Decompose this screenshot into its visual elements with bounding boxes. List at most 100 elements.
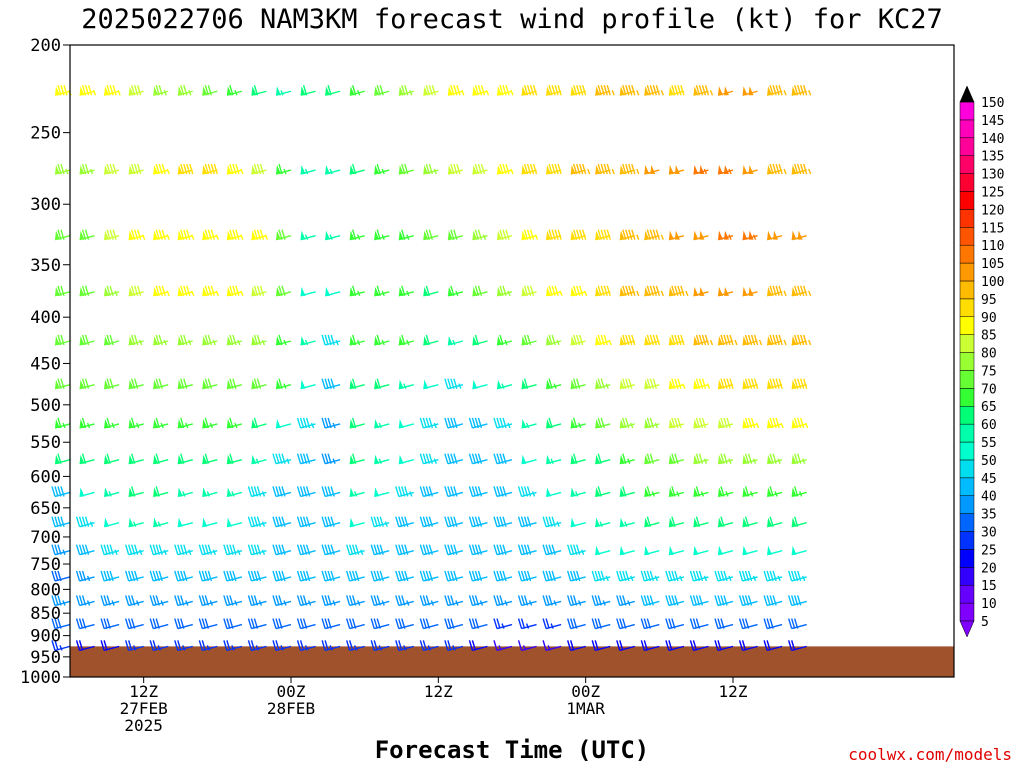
- wind-barb-flag: [75, 516, 81, 527]
- wind-barb-pennant: [349, 165, 355, 175]
- wind-barb-pennant: [619, 335, 625, 345]
- wind-barb-flag: [493, 417, 498, 429]
- wind-barb-flag: [155, 334, 160, 346]
- wind-barb-flag: [149, 618, 154, 629]
- wind-barb-half-flag: [510, 168, 514, 175]
- wind-barb-pennant: [472, 335, 478, 345]
- wind-barb-flag: [345, 595, 351, 606]
- wind-barb-half-flag: [283, 383, 287, 389]
- wind-barb-flag: [422, 486, 428, 497]
- wind-barb-pennant: [791, 335, 797, 345]
- wind-barb-flag: [720, 516, 725, 527]
- wind-barb-flag: [453, 378, 458, 389]
- wind-barb-half-flag: [111, 600, 115, 606]
- wind-barb-flag: [425, 544, 431, 555]
- wind-barb-half-flag: [354, 645, 358, 651]
- wind-barb: [468, 486, 488, 498]
- wind-barb-flag: [450, 570, 455, 582]
- wind-barb-half-flag: [92, 89, 97, 96]
- wind-barb-flag: [373, 544, 378, 555]
- wind-barb-pennant: [300, 86, 306, 96]
- wind-barb-flag: [769, 85, 774, 96]
- wind-barb: [174, 595, 193, 607]
- wind-barb: [447, 163, 464, 175]
- wind-barb-pennant: [300, 286, 306, 296]
- wind-barb-flag: [763, 618, 768, 629]
- wind-barb: [149, 544, 169, 556]
- wind-barb: [324, 165, 341, 175]
- wind-barb-pennant: [767, 335, 773, 345]
- legend-swatch: [959, 441, 975, 461]
- wind-barb-pennant: [570, 286, 576, 296]
- wind-barb-flag: [177, 618, 182, 629]
- wind-barb-flag: [299, 417, 305, 429]
- wind-barb-half-flag: [783, 89, 787, 96]
- wind-barb-pennant: [595, 230, 601, 240]
- legend-swatch: [959, 280, 975, 300]
- wind-barb-flag: [569, 544, 575, 555]
- wind-barb: [468, 595, 488, 607]
- wind-barb-pennant: [79, 487, 85, 497]
- wind-barb-half-flag: [215, 234, 219, 240]
- wind-barb: [419, 570, 439, 582]
- wind-barb-flag: [351, 417, 357, 429]
- wind-barb-pennant: [104, 517, 110, 527]
- wind-barb: [128, 378, 144, 390]
- wind-barb-flag: [419, 516, 425, 527]
- wind-barb: [542, 544, 562, 556]
- wind-barb-flag: [321, 595, 326, 606]
- wind-barb-flag: [572, 570, 578, 582]
- wind-barb-flag: [419, 417, 425, 429]
- wind-barb-flag: [738, 640, 744, 651]
- wind-barb-flag: [223, 640, 228, 651]
- wind-barb-pennant: [472, 165, 478, 175]
- wind-barb-flag: [296, 516, 302, 527]
- wind-barb: [296, 453, 316, 465]
- wind-barb-flag: [348, 544, 354, 555]
- wind-barb: [570, 229, 587, 241]
- wind-barb-half-flag: [114, 290, 118, 297]
- wind-barb-half-flag: [139, 339, 143, 346]
- wind-barb-flag: [302, 544, 308, 555]
- wind-barb: [177, 453, 193, 465]
- wind-barb: [668, 285, 689, 297]
- wind-barb-pennant: [742, 418, 748, 428]
- wind-barb: [51, 595, 71, 607]
- wind-barb-flag: [741, 595, 747, 606]
- wind-barb-pennant: [349, 379, 355, 389]
- wind-barb-flag: [75, 570, 81, 582]
- wind-barb: [223, 570, 243, 582]
- wind-barb-flag: [201, 595, 207, 606]
- wind-barb-flag: [272, 516, 277, 527]
- wind-barb-flag: [428, 570, 434, 582]
- wind-barb-pennant: [398, 454, 404, 464]
- x-tick-label: 1MAR: [566, 699, 605, 718]
- wind-barb-flag: [207, 544, 213, 555]
- wind-barb-flag: [652, 285, 658, 297]
- wind-barb-flag: [183, 570, 188, 582]
- wind-barb-flag: [551, 544, 556, 555]
- wind-barb: [521, 229, 539, 241]
- wind-barb-flag: [253, 570, 259, 582]
- wind-barb-flag: [133, 570, 139, 582]
- wind-barb: [103, 378, 120, 390]
- wind-barb-flag: [695, 618, 701, 629]
- wind-barb-flag: [471, 453, 477, 464]
- wind-barb: [517, 486, 537, 498]
- wind-barb-half-flag: [525, 623, 530, 629]
- wind-barb-flag: [517, 516, 523, 527]
- wind-barb-flag: [155, 229, 160, 240]
- wind-barb: [595, 378, 611, 390]
- legend-swatch: [959, 423, 975, 443]
- wind-barb-half-flag: [354, 491, 358, 497]
- wind-barb-pennant: [791, 487, 797, 497]
- wind-barb-flag: [517, 595, 523, 606]
- wind-barb-pennant: [104, 379, 110, 389]
- wind-barb-flag: [348, 640, 354, 651]
- wind-barb: [247, 570, 267, 582]
- wind-barb-half-flag: [755, 422, 760, 429]
- wind-barb-flag: [572, 544, 578, 555]
- wind-barb-pennant: [202, 379, 208, 389]
- wind-barb-half-flag: [553, 600, 557, 606]
- wind-barb-flag: [471, 544, 477, 555]
